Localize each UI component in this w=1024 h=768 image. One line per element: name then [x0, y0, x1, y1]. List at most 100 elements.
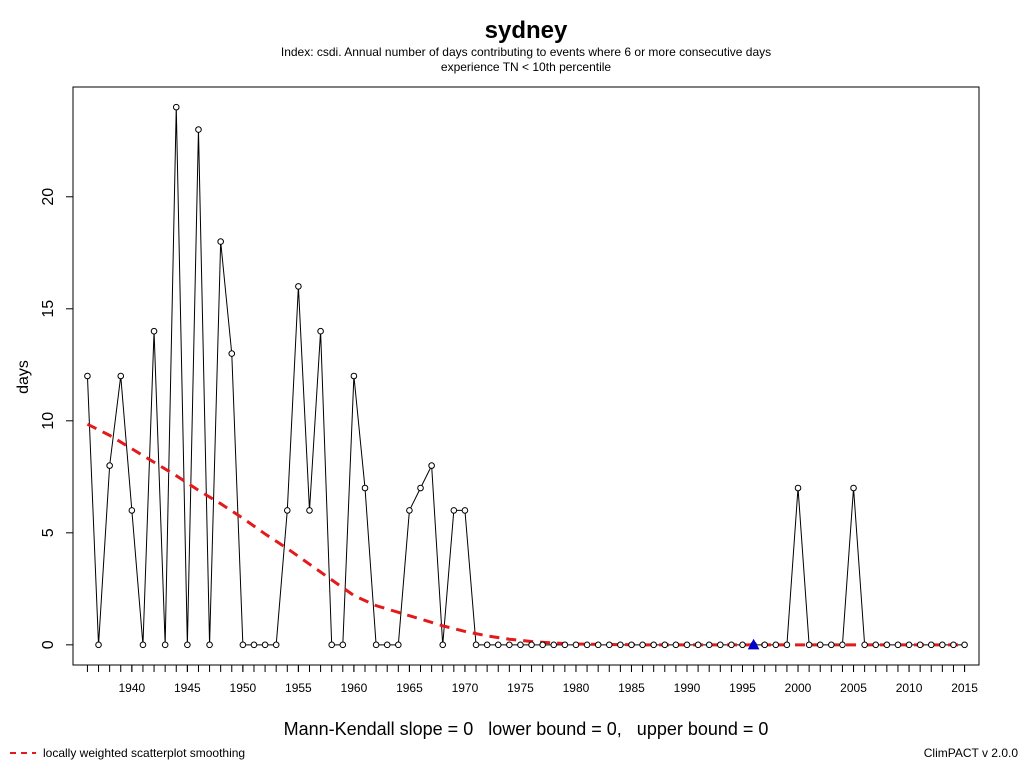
- data-point: [905, 641, 913, 649]
- data-point: [939, 641, 946, 649]
- x-tick-label: 1940: [118, 681, 145, 695]
- data-point: [794, 484, 802, 492]
- data-point: [272, 641, 280, 649]
- x-tick-label: 1985: [618, 681, 645, 695]
- data-point: [128, 507, 136, 514]
- x-tick-label: 1980: [563, 681, 590, 695]
- data-point: [172, 103, 180, 111]
- data-point: [661, 641, 669, 649]
- data-point: [639, 641, 646, 649]
- plot-frame: [72, 86, 980, 666]
- data-point: [317, 327, 324, 335]
- data-point: [261, 641, 269, 649]
- data-point: [605, 641, 613, 649]
- trend-triangle-marker: [747, 638, 760, 650]
- series-line: [86, 107, 965, 646]
- x-tick-label: 2010: [896, 681, 923, 695]
- data-point: [161, 641, 169, 649]
- x-axis: 1940 1945 1950 1955 1960 1965 1970 1975 1980 1985…: [86, 665, 978, 695]
- data-point: [417, 484, 424, 492]
- lowess-smoothing-line: [86, 422, 965, 647]
- data-point: [339, 641, 347, 649]
- data-point: [250, 641, 258, 649]
- data-point: [184, 641, 191, 649]
- smoothing-series: [86, 422, 965, 647]
- data-point: [350, 372, 358, 380]
- chart-subtitle-line1: Index: csdi. Annual number of days contr…: [281, 45, 771, 59]
- data-point: [650, 641, 657, 649]
- data-point: [694, 641, 702, 649]
- data-point: [395, 641, 402, 649]
- data-point: [850, 484, 857, 492]
- data-point: [195, 126, 202, 133]
- trend-marker: [747, 638, 760, 650]
- data-point: [472, 641, 480, 649]
- data-point: [805, 641, 813, 649]
- y-tick-label: 20: [40, 188, 57, 206]
- data-point: [494, 641, 502, 649]
- data-point: [306, 507, 313, 514]
- x-tick-label: 1970: [452, 681, 479, 695]
- x-tick-label: 1950: [230, 681, 257, 695]
- mann-kendall-stats: Mann-Kendall slope = 0 lower bound = 0, …: [284, 719, 769, 739]
- data-point: [428, 462, 435, 469]
- y-tick-label: 5: [40, 528, 57, 537]
- data-point: [872, 641, 880, 649]
- data-point: [383, 641, 391, 649]
- data-point: [839, 641, 846, 649]
- data-point: [461, 507, 469, 514]
- data-point: [572, 641, 580, 649]
- data-point: [672, 641, 680, 649]
- data-point: [594, 641, 602, 649]
- data-point: [583, 641, 591, 649]
- data-point: [283, 507, 291, 514]
- data-point: [295, 283, 302, 290]
- data-point: [328, 641, 335, 649]
- data-point: [139, 641, 147, 649]
- data-point: [95, 641, 102, 649]
- data-point: [861, 641, 868, 649]
- data-point: [816, 641, 824, 649]
- data-point: [228, 350, 236, 357]
- data-point: [517, 641, 524, 649]
- data-point: [372, 641, 380, 649]
- line-series: [86, 107, 965, 646]
- y-axis: 0 5 10 15 20: [40, 188, 73, 649]
- data-point: [117, 372, 125, 380]
- data-point: [828, 641, 835, 649]
- data-point: [528, 641, 535, 649]
- data-point: [106, 462, 113, 469]
- data-point: [406, 507, 413, 514]
- data-point: [894, 641, 902, 649]
- x-tick-label: 1965: [396, 681, 423, 695]
- data-point: [361, 484, 369, 492]
- data-point: [206, 641, 213, 649]
- data-point: [617, 641, 624, 649]
- data-point: [450, 507, 458, 514]
- legend-label: locally weighted scatterplot smoothing: [43, 746, 245, 760]
- data-point: [916, 641, 924, 649]
- x-tick-label: 2015: [951, 681, 978, 695]
- data-point: [739, 641, 746, 649]
- chart-title: sydney: [485, 17, 568, 44]
- data-point: [705, 641, 713, 649]
- x-tick-label: 1990: [674, 681, 701, 695]
- data-point: [150, 327, 158, 335]
- data-point: [217, 238, 224, 245]
- y-tick-label: 15: [40, 300, 57, 318]
- data-point: [783, 641, 791, 649]
- x-tick-label: 1975: [507, 681, 534, 695]
- x-tick-label: 1995: [729, 681, 756, 695]
- data-point: [239, 641, 247, 649]
- y-tick-label: 0: [40, 640, 57, 649]
- x-tick-label: 1945: [174, 681, 201, 695]
- x-tick-label: 2005: [840, 681, 867, 695]
- data-point: [728, 641, 735, 649]
- data-point: [950, 641, 957, 649]
- data-point: [506, 641, 513, 649]
- chart-subtitle-line2: experience TN < 10th percentile: [441, 60, 612, 74]
- data-point: [561, 641, 569, 649]
- legend: locally weighted scatterplot smoothing: [10, 746, 245, 760]
- credit-text: ClimPACT v 2.0.0: [924, 746, 1019, 760]
